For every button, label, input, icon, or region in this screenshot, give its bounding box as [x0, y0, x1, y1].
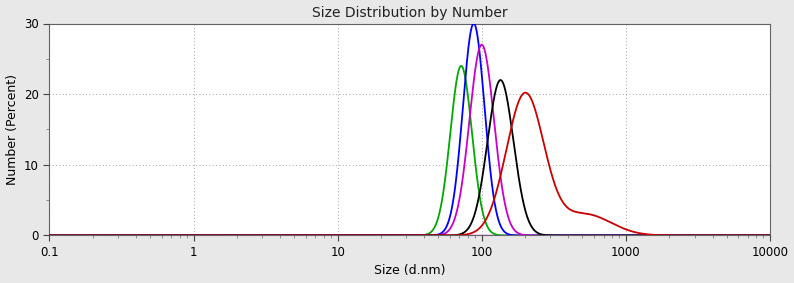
X-axis label: Size (d.nm): Size (d.nm) [374, 264, 445, 277]
Y-axis label: Number (Percent): Number (Percent) [6, 74, 18, 185]
Title: Size Distribution by Number: Size Distribution by Number [312, 6, 507, 20]
